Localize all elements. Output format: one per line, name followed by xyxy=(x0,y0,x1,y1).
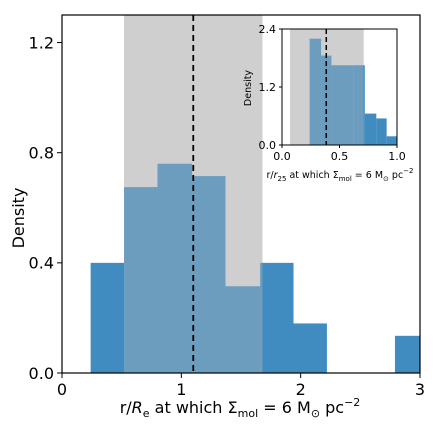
main-x-axis-label: r/Re at which Σmol = 6 M⊙ pc−2 xyxy=(120,396,361,420)
main-bar-5 xyxy=(260,262,294,373)
inset-xtick-label-0: 0.0 xyxy=(273,150,291,163)
inset-bar-4 xyxy=(364,113,377,145)
inset-x-axis-label: r/r25 at which Σmol = 6 M⊙ pc−2 xyxy=(266,167,413,183)
main-ytick-label-1: 0.4 xyxy=(29,254,54,273)
main-ytick-label-3: 1.2 xyxy=(29,33,54,52)
inset-bar-1 xyxy=(321,55,332,146)
main-xtick-label-3: 3 xyxy=(415,380,425,399)
main-ytick-label-2: 0.8 xyxy=(29,143,54,162)
main-y-ticks: 0.0 0.4 0.8 1.2 xyxy=(29,33,62,383)
inset-bar-6 xyxy=(386,136,397,145)
inset-xtick-label-2: 1.0 xyxy=(388,150,406,163)
main-histogram: 0 1 2 3 0.0 0.4 0.8 1.2 Density r/Re at which … xyxy=(9,14,425,420)
main-bars xyxy=(90,15,420,373)
inset-bar-2 xyxy=(331,65,354,145)
main-xtick-label-0: 0 xyxy=(57,380,67,399)
main-shade-overlay xyxy=(124,15,263,373)
main-bar-0 xyxy=(90,262,125,373)
main-bar-3 xyxy=(192,176,226,373)
main-x-ticks: 0 1 2 3 xyxy=(57,373,425,399)
inset-histogram: 0.0 0.5 1.0 0.0 1.2 2.4 Density r/r25 at whi… xyxy=(243,23,414,183)
inset-ytick-label-0: 0.0 xyxy=(259,139,277,152)
main-ytick-label-0: 0.0 xyxy=(29,364,54,383)
inset-y-ticks: 0.0 1.2 2.4 xyxy=(259,23,282,152)
main-y-axis-label: Density xyxy=(9,188,28,249)
main-bar-6 xyxy=(293,323,327,373)
main-bar-9 xyxy=(394,335,420,373)
main-xtick-label-1: 1 xyxy=(176,380,186,399)
main-bar-2 xyxy=(157,163,193,373)
main-xtick-label-2: 2 xyxy=(296,380,306,399)
inset-xtick-label-1: 0.5 xyxy=(331,150,349,163)
main-bar-4 xyxy=(225,286,261,373)
inset-bar-0 xyxy=(309,38,322,145)
main-axes-frame xyxy=(61,14,421,374)
main-bar-1 xyxy=(124,187,158,373)
inset-bar-3 xyxy=(353,65,365,145)
inset-x-ticks: 0.0 0.5 1.0 xyxy=(273,145,406,163)
inset-y-axis-label: Density xyxy=(243,70,254,106)
inset-ytick-label-1: 1.2 xyxy=(259,81,277,94)
inset-ytick-label-2: 2.4 xyxy=(259,23,277,36)
inset-bar-5 xyxy=(376,118,387,145)
